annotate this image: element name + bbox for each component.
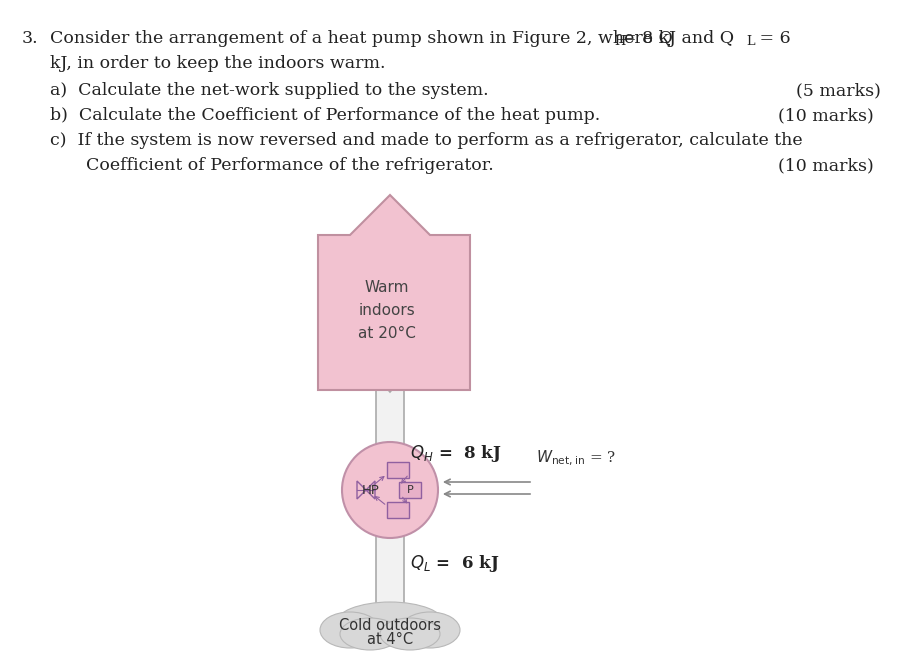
FancyBboxPatch shape [387,462,409,478]
Text: P: P [407,485,413,495]
Text: b)  Calculate the Coefficient of Performance of the heat pump.: b) Calculate the Coefficient of Performa… [50,107,600,124]
FancyBboxPatch shape [387,502,409,518]
Ellipse shape [380,618,440,650]
Text: Cold outdoors: Cold outdoors [339,617,441,632]
Text: H: H [614,35,625,48]
FancyBboxPatch shape [399,482,421,498]
Text: Consider the arrangement of a heat pump shown in Figure 2, where Q: Consider the arrangement of a heat pump … [50,30,673,47]
Text: $\it{Q_H}$ =  8 kJ: $\it{Q_H}$ = 8 kJ [410,443,502,464]
Circle shape [342,442,438,538]
Text: HP: HP [362,483,380,497]
Text: $W_{\rm net,in}$ = ?: $W_{\rm net,in}$ = ? [536,449,616,468]
Text: $\it{Q_L}$ =  6 kJ: $\it{Q_L}$ = 6 kJ [410,554,500,575]
Text: (5 marks): (5 marks) [796,82,881,99]
Text: = 6: = 6 [754,30,791,47]
Text: at 20°C: at 20°C [358,326,416,341]
Text: (10 marks): (10 marks) [778,107,874,124]
Ellipse shape [335,602,445,646]
Ellipse shape [340,618,400,650]
Text: L: L [746,35,754,48]
Text: Warm: Warm [365,280,409,295]
Polygon shape [364,495,416,635]
Ellipse shape [320,612,380,648]
Text: a)  Calculate the net-work supplied to the system.: a) Calculate the net-work supplied to th… [50,82,489,99]
Text: at 4°C: at 4°C [367,632,413,647]
Text: c)  If the system is now reversed and made to perform as a refrigerator, calcula: c) If the system is now reversed and mad… [50,132,803,149]
Text: Coefficient of Performance of the refrigerator.: Coefficient of Performance of the refrig… [86,157,494,174]
Polygon shape [364,362,416,505]
Text: indoors: indoors [359,303,416,318]
Text: (10 marks): (10 marks) [778,157,874,174]
Text: = 8 kJ and Q: = 8 kJ and Q [622,30,734,47]
Text: kJ, in order to keep the indoors warm.: kJ, in order to keep the indoors warm. [50,55,385,72]
Ellipse shape [400,612,460,648]
Text: 3.: 3. [22,30,39,47]
Polygon shape [318,195,470,390]
